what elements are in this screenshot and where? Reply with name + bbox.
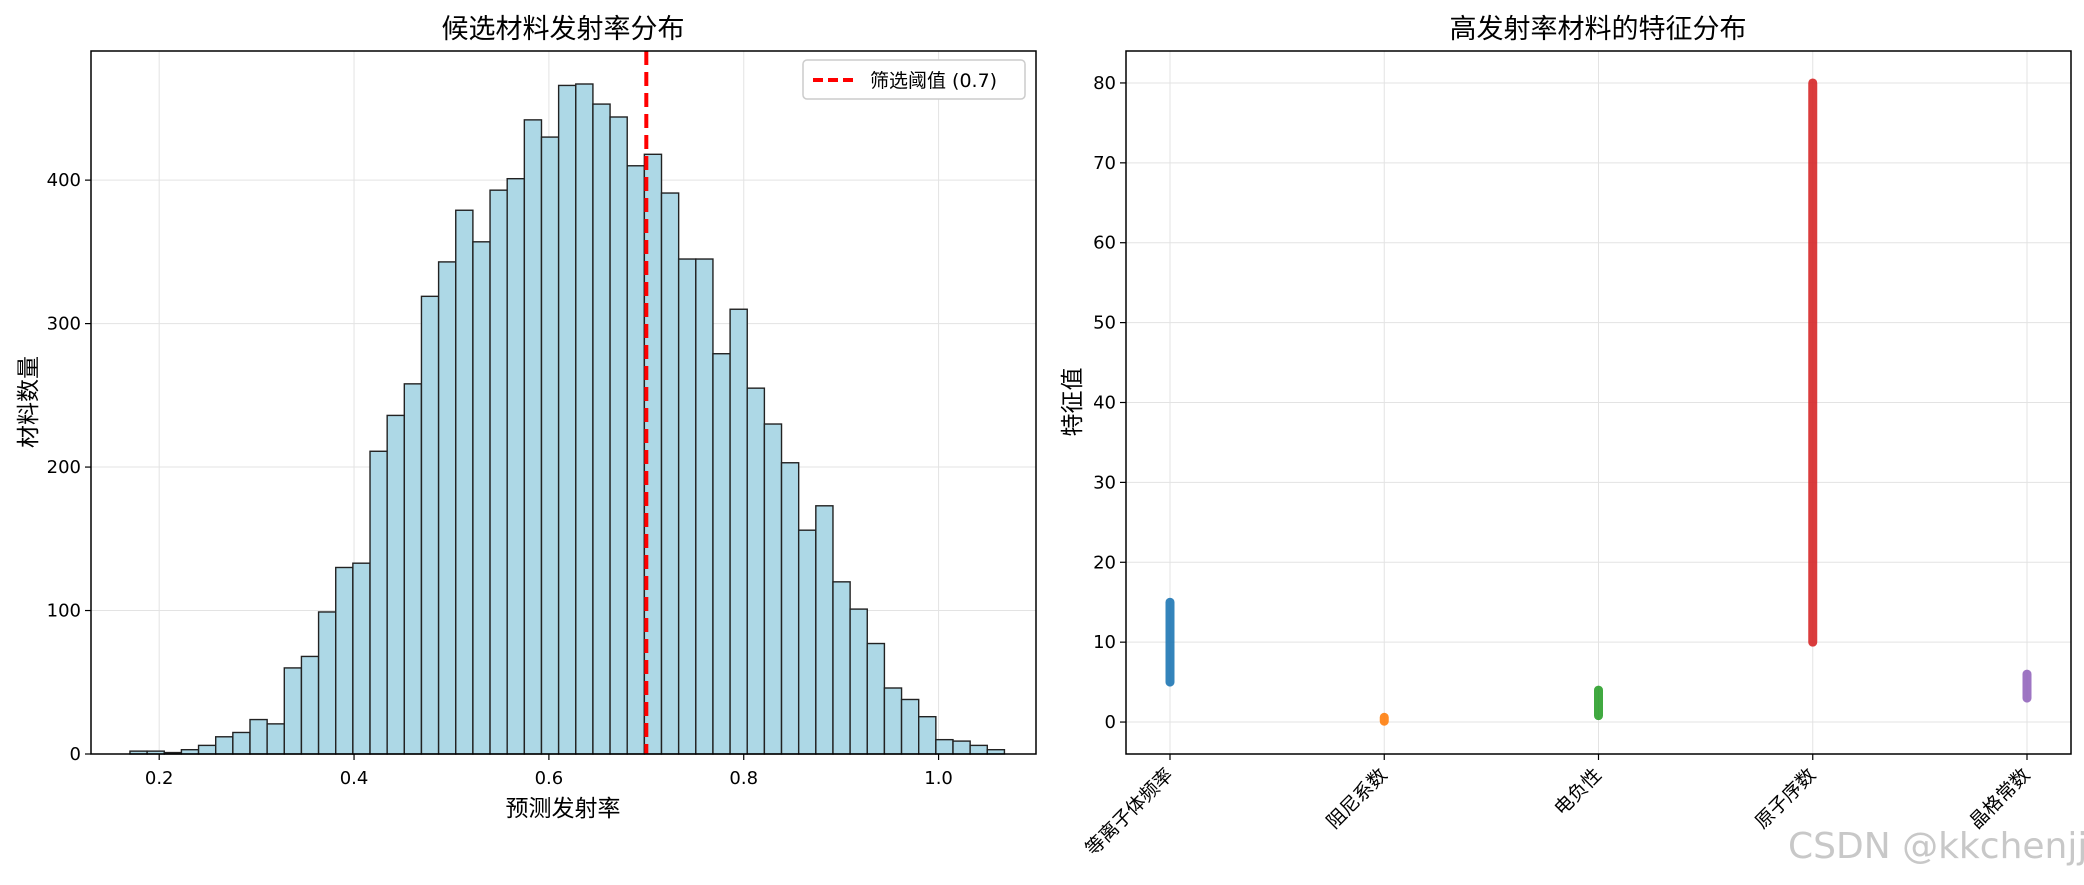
histogram-bar [437,261,457,755]
histogram-bar [935,738,954,755]
histogram-bar [197,744,217,755]
histogram-bar [883,687,903,755]
histogram-bar [763,423,783,755]
histogram-bar [849,608,868,755]
legend-box [802,59,1026,100]
chart-title: 高发射率材料的特征分布 [1450,14,1747,45]
y-tick-label: 200 [47,457,81,478]
histogram-bar [626,165,646,755]
histogram-bar [352,562,371,755]
y-tick-label: 0 [70,744,81,765]
histogram-bar [695,258,714,755]
y-tick-label: 400 [47,170,81,191]
histogram-bar [472,241,491,755]
histogram-bar [815,505,834,755]
bars [129,83,1006,755]
feature-strip-chart: 等离子体频率 阻尼系数 电负性 原子序数 晶格常数 01020304050607080 … [1060,14,2072,860]
x-axis-ticks: 0.2 0.4 0.6 0.8 1.0 [145,754,953,789]
histogram-bar [369,450,388,755]
y-tick-label: 30 [1093,472,1116,493]
x-tick-label: 原子序数 [1751,764,1820,833]
y-axis-ticks: 0 10 20 30 40 50 60 70 80 [1093,73,1126,733]
histogram-bar [540,136,560,755]
grid [1126,51,2071,754]
x-tick-label: 0.8 [729,768,758,789]
histogram-bar [403,383,423,755]
x-tick-label: 1.0 [924,768,953,789]
histogram-bar [283,667,303,755]
histogram-bar [386,414,406,755]
histogram-bar [455,209,474,755]
histogram-bar [335,566,354,755]
histogram-bar [557,84,577,755]
x-tick-label: 晶格常数 [1965,764,2034,833]
x-tick-label: 阻尼系数 [1322,764,1391,833]
histogram-bar [677,258,697,755]
y-tick-label: 300 [47,314,81,335]
legend-label: 筛选阈值 (0.7) [870,70,997,92]
histogram-bar [900,698,920,755]
histogram-bar [420,295,440,755]
histogram-bar [215,736,234,755]
histogram-bar [952,740,971,755]
histogram-bar [266,723,285,755]
x-tick-label: 等离子体频率 [1081,764,1177,860]
strips [1165,78,2032,726]
histogram-bar [660,192,680,755]
histogram-bar [866,642,886,755]
y-axis-label: 特征值 [1060,368,1086,437]
histogram-bar [712,353,731,755]
y-tick-label: 100 [47,601,81,622]
x-tick-label: 电负性 [1550,764,1606,820]
y-tick-label: 70 [1093,153,1116,174]
y-tick-label: 20 [1093,552,1116,573]
chart-title: 候选材料发射率分布 [442,14,685,45]
histogram-bar [489,189,508,755]
y-tick-label: 10 [1093,632,1116,653]
y-tick-label: 40 [1093,393,1116,414]
histogram-bar [746,387,766,755]
watermark: CSDN @kkchenjj [1788,826,2084,867]
histogram-bar [506,177,526,755]
histogram-bar [797,529,817,755]
histogram-bar [232,731,251,755]
histogram-bar [918,715,937,755]
histogram-bar [969,744,988,755]
y-tick-label: 80 [1093,73,1116,94]
x-tick-label: 0.4 [340,768,369,789]
y-tick-label: 60 [1093,233,1116,254]
histogram-bar [300,655,320,755]
histogram-bar [729,308,748,755]
y-axis-ticks: 0 100 200 300 400 [47,170,91,765]
y-axis-label: 材料数量 [16,356,42,448]
x-tick-label: 0.2 [145,768,174,789]
legend: 筛选阈值 (0.7) [802,59,1026,100]
histogram-bar [523,119,543,755]
histogram-bar [780,462,800,755]
histogram-bar [317,611,337,755]
y-tick-label: 0 [1105,712,1116,733]
x-tick-label: 0.6 [535,768,564,789]
histogram-bar [249,718,268,755]
histogram-bar [832,581,851,755]
plot-frame [90,50,1037,755]
histogram-bar [609,116,628,755]
histogram-bar [592,103,611,755]
histogram-bar [575,83,594,755]
y-tick-label: 50 [1093,313,1116,334]
x-axis-label: 预测发射率 [506,796,621,822]
